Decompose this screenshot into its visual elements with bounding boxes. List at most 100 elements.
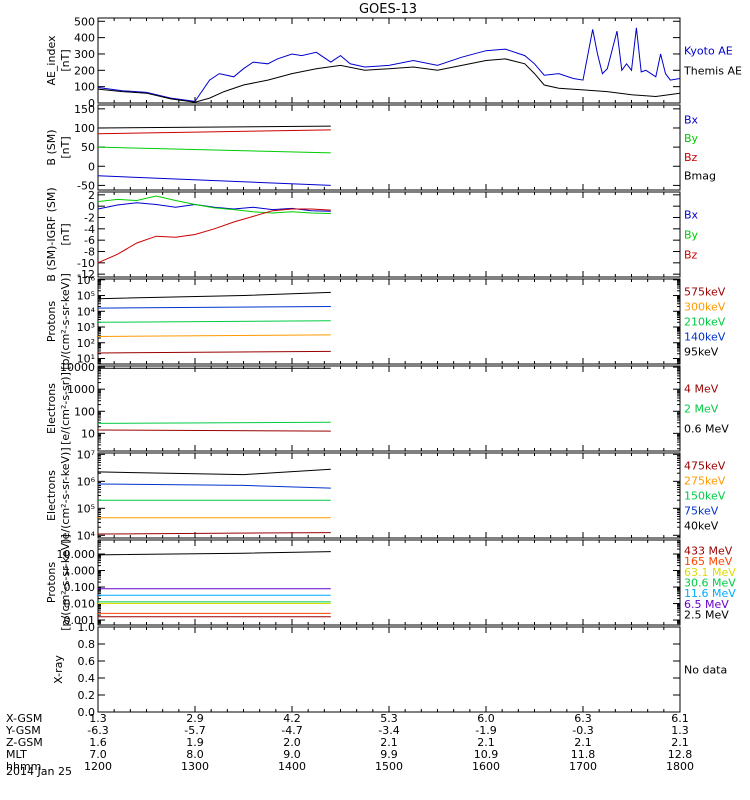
legend-entry: 2 MeV	[684, 403, 719, 416]
legend-entry: Themis AE	[683, 65, 742, 78]
axis-value: 1.3	[671, 724, 689, 737]
y-tick-label: 300	[74, 48, 95, 61]
series-line	[97, 334, 331, 337]
y-tick-label: 10⁷	[77, 448, 95, 461]
axis-value: 1.3	[89, 712, 107, 725]
series-line	[97, 421, 331, 424]
axis-value: 9.9	[380, 748, 398, 761]
row-label: hhmm	[6, 760, 41, 773]
panel-frame	[97, 626, 681, 713]
legend-entry: 165 MeV	[684, 555, 733, 568]
legend-entry: 140keV	[684, 331, 726, 344]
y-tick-label: 2	[88, 189, 95, 202]
legend-entry: 63.1 MeV	[684, 566, 736, 579]
y-tick-label: -10	[77, 257, 95, 270]
date-label: 2014 Jan 25	[6, 765, 72, 778]
series-line	[97, 208, 331, 264]
axis-value: 1800	[666, 760, 694, 773]
legend-entry: 75keV	[684, 505, 719, 518]
y-tick-label: -12	[77, 268, 95, 281]
legend-entry: By	[684, 229, 699, 242]
y-tick-label: 0	[88, 200, 95, 213]
legend-entry: 150keV	[684, 490, 726, 503]
series-line	[97, 551, 331, 556]
y-tick-label: 1000	[67, 383, 95, 396]
series-line	[97, 202, 331, 212]
y-tick-label: 10⁴	[77, 305, 96, 318]
legend-entry: 275keV	[684, 475, 726, 488]
axis-value: 2.1	[671, 736, 689, 749]
series-line	[97, 429, 331, 432]
axis-value: 2.0	[283, 736, 301, 749]
series-line	[97, 291, 331, 300]
legend-entry: 4 MeV	[684, 383, 719, 396]
legend-entry: Bmag	[684, 170, 716, 183]
axis-value: 1400	[278, 760, 306, 773]
axis-value: 8.0	[186, 748, 204, 761]
y-axis-title: [nT]	[59, 223, 72, 245]
y-tick-label: 10²	[77, 337, 95, 350]
y-tick-label: 10.000	[57, 548, 96, 561]
series-line	[97, 195, 331, 214]
legend-entry: Bx	[684, 113, 699, 126]
row-label: Z-GSM	[6, 736, 43, 749]
series-line	[97, 175, 331, 186]
no-data-label: No data	[684, 664, 727, 677]
panel-6: 10⁴ 10⁵ 10⁶ 10⁷ Electrons [e/(cm²-s-sr-keV)] 4…	[45, 447, 726, 543]
axis-value: 1600	[472, 760, 500, 773]
legend-entry: Kyoto AE	[684, 45, 733, 58]
legend-entry: Bz	[684, 151, 698, 164]
series-line	[97, 468, 331, 476]
y-tick-label: 150	[74, 103, 95, 116]
legend-entry: 40keV	[684, 520, 719, 533]
y-tick-label: 100	[74, 405, 95, 418]
legend-entry: 433 MeV	[684, 544, 733, 557]
panel-2: -50 0 50 100 150 B (SM) [nT] Bx By Bz Bmag	[45, 103, 716, 193]
legend-entry: 30.6 MeV	[684, 577, 736, 590]
y-tick-label: 10⁶	[77, 475, 96, 488]
panel-frame	[97, 365, 681, 452]
series-line	[97, 306, 331, 309]
panel-frame	[97, 539, 681, 626]
y-tick-label: 0.4	[78, 672, 96, 685]
row-label: Y-GSM	[5, 724, 41, 737]
y-tick-label: 10⁵	[77, 290, 95, 303]
axis-value: 1.6	[89, 736, 107, 749]
panel-frame	[97, 104, 681, 191]
axis-value: 1300	[181, 760, 209, 773]
axis-value: -1.9	[475, 724, 496, 737]
y-tick-label: 0.6	[78, 655, 96, 668]
y-axis-title: [e/(cm²-s-sr)]	[59, 372, 72, 445]
legend-entry: Bx	[684, 209, 699, 222]
series-line	[97, 350, 331, 354]
y-tick-label: 0.0	[78, 706, 96, 719]
axis-value: 11.8	[571, 748, 596, 761]
legend-entry: 11.6 MeV	[684, 587, 736, 600]
y-axis-title: [e/(cm²-s-sr-keV)]	[59, 447, 72, 543]
series-line	[97, 532, 331, 535]
y-tick-label: 0.8	[78, 638, 96, 651]
row-label: MLT	[6, 748, 27, 761]
axis-value: -0.3	[572, 724, 593, 737]
axis-value: 6.1	[671, 712, 689, 725]
y-axis-title: AE_index	[45, 35, 58, 86]
axis-value: 10.9	[474, 748, 499, 761]
legend-entry: 300keV	[684, 301, 726, 314]
legend-entry: 6.5 MeV	[684, 598, 729, 611]
y-tick-label: 10000	[60, 361, 95, 374]
axis-value: 6.3	[574, 712, 592, 725]
y-tick-label: 100	[74, 122, 95, 135]
y-axis-title: [nT]	[59, 49, 72, 71]
y-axis-title: X-ray	[52, 655, 65, 684]
axis-value: 6.0	[477, 712, 495, 725]
panel-8: 0.0 0.2 0.4 0.6 0.8 1.0 X-ray No data	[52, 621, 727, 719]
axis-value: 12.8	[668, 748, 693, 761]
series-line	[97, 320, 331, 323]
legend-entry: 210keV	[684, 316, 726, 329]
axis-value: 1700	[569, 760, 597, 773]
y-axis-title: B (SM)-IGRF (SM)	[45, 187, 58, 281]
y-tick-label: 0.2	[78, 689, 96, 702]
panel-3: -12-10-8-6-4-202 B (SM)-IGRF (SM) [nT] Bx By…	[45, 187, 699, 281]
panel-frame	[97, 452, 681, 539]
